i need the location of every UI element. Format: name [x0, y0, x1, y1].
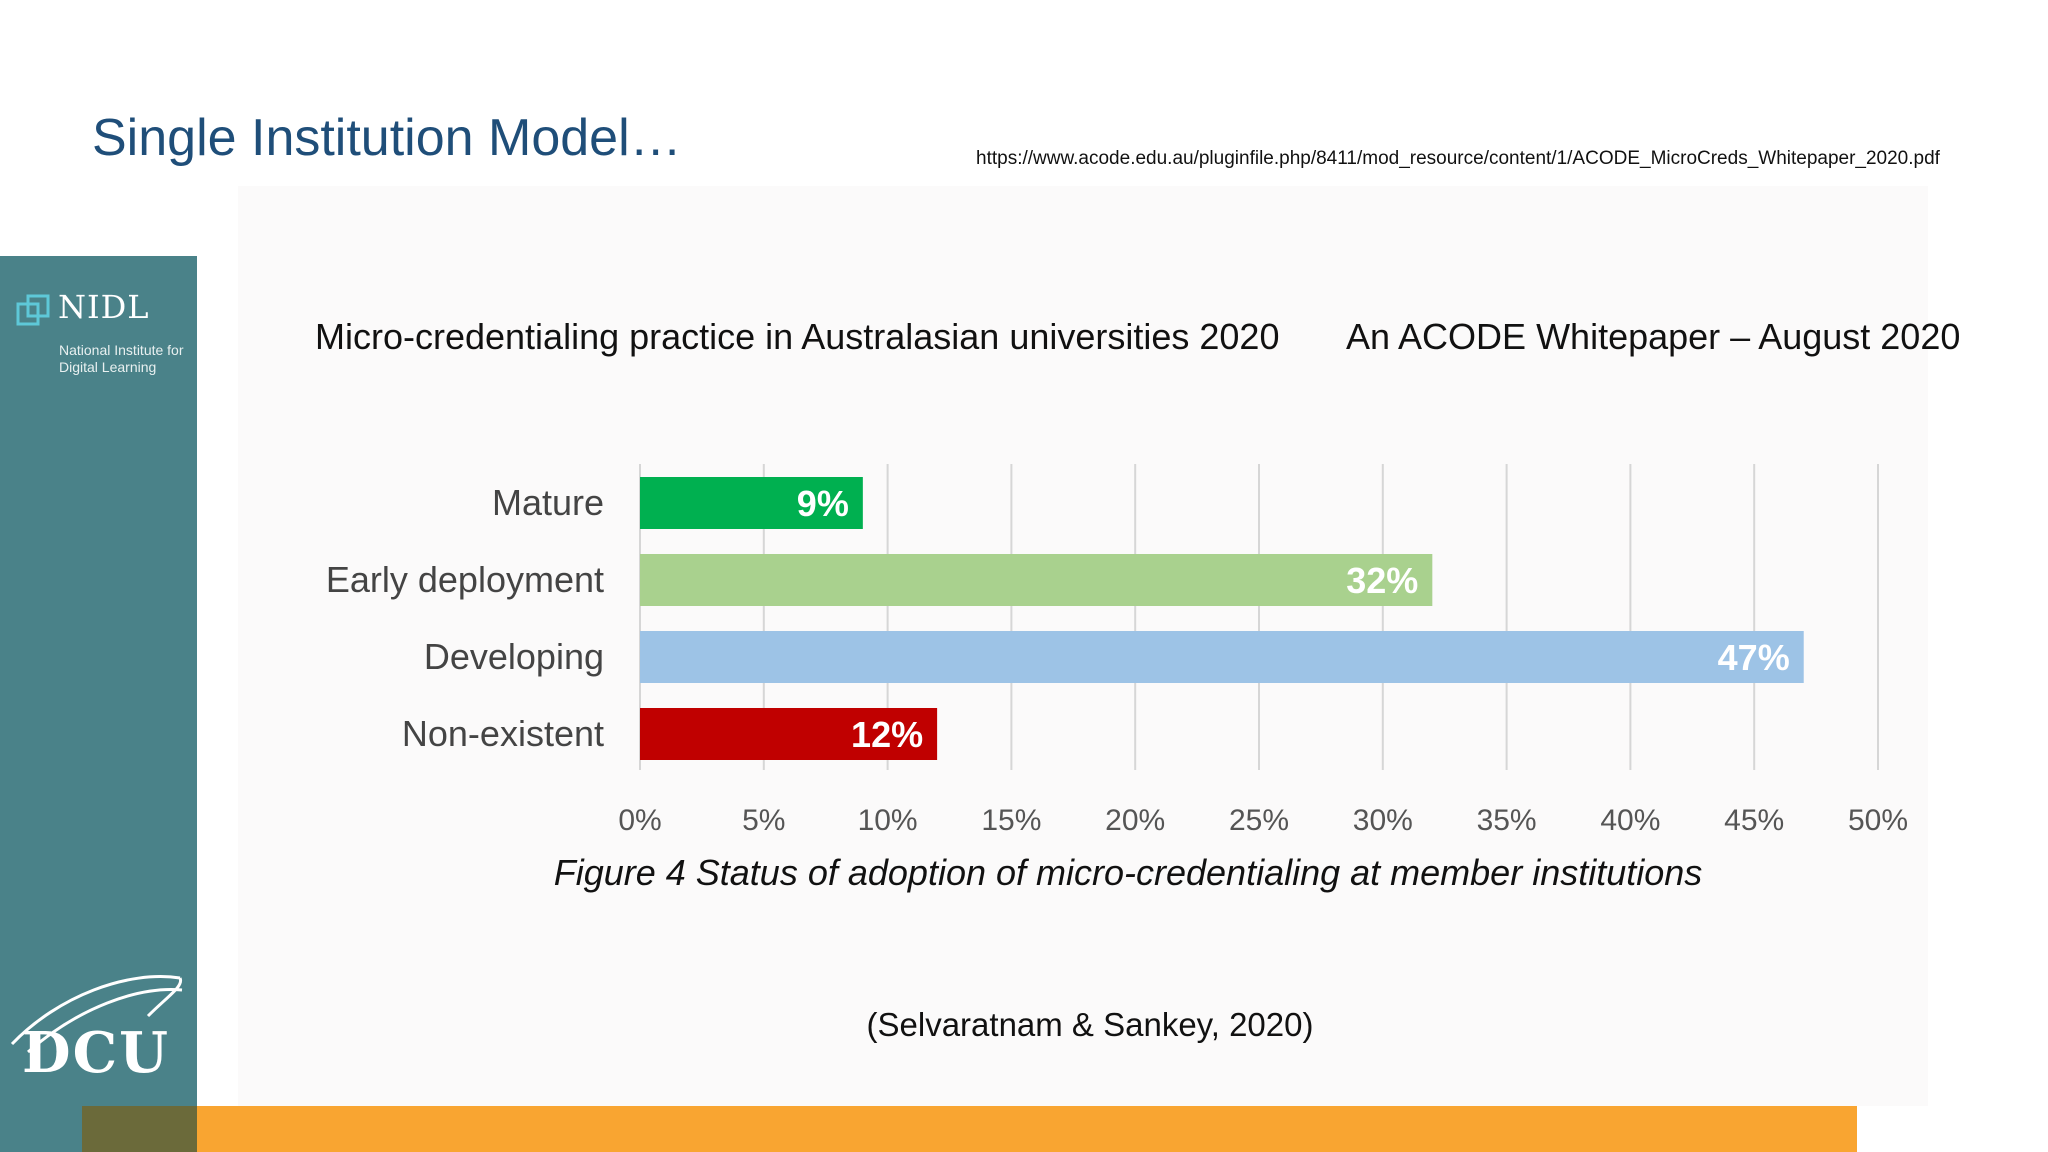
- x-tick-label: 20%: [1105, 804, 1165, 837]
- nidl-logo: NIDL National Institute for Digital Lear…: [16, 276, 191, 375]
- data-label: 47%: [1718, 637, 1790, 678]
- category-label: Non-existent: [402, 713, 604, 754]
- x-tick-label: 35%: [1477, 804, 1537, 837]
- x-tick-label: 25%: [1229, 804, 1289, 837]
- nidl-name: NIDL: [58, 288, 150, 326]
- chart-title: Micro-credentialing practice in Australa…: [315, 316, 1280, 357]
- bar: [640, 554, 1433, 606]
- dcu-name: DCU: [22, 1020, 170, 1086]
- nidl-subtitle: National Institute for Digital Learning: [59, 342, 184, 375]
- slide-title: Single Institution Model…: [92, 109, 682, 167]
- data-label: 12%: [851, 714, 923, 755]
- sidebar: NIDL National Institute for Digital Lear…: [0, 256, 197, 1152]
- category-label: Early deployment: [326, 559, 604, 600]
- x-tick-label: 50%: [1848, 804, 1908, 837]
- x-tick-label: 0%: [618, 804, 661, 837]
- data-label: 9%: [797, 483, 849, 524]
- source-url[interactable]: https://www.acode.edu.au/pluginfile.php/…: [976, 148, 1940, 169]
- x-tick-label: 30%: [1353, 804, 1413, 837]
- dcu-swoosh-icon: [10, 975, 183, 1054]
- x-tick-label: 15%: [981, 804, 1041, 837]
- x-tick-label: 10%: [858, 804, 918, 837]
- nidl-logo-icon: [16, 294, 50, 326]
- category-label: Mature: [492, 482, 604, 523]
- category-label: Developing: [424, 636, 604, 677]
- footer-bar-accent: [82, 1106, 197, 1152]
- chart-subtitle: An ACODE Whitepaper – August 2020: [1346, 316, 1961, 357]
- x-tick-label: 5%: [742, 804, 785, 837]
- figure-caption: Figure 4 Status of adoption of micro-cre…: [553, 852, 1703, 893]
- bar: [640, 631, 1804, 683]
- x-tick-label: 40%: [1600, 804, 1660, 837]
- data-label: 32%: [1346, 560, 1418, 601]
- footer-bar: [197, 1106, 1857, 1152]
- x-tick-label: 45%: [1724, 804, 1784, 837]
- bar: [640, 708, 938, 760]
- bar: [640, 477, 863, 529]
- citation: (Selvaratnam & Sankey, 2020): [866, 1006, 1314, 1043]
